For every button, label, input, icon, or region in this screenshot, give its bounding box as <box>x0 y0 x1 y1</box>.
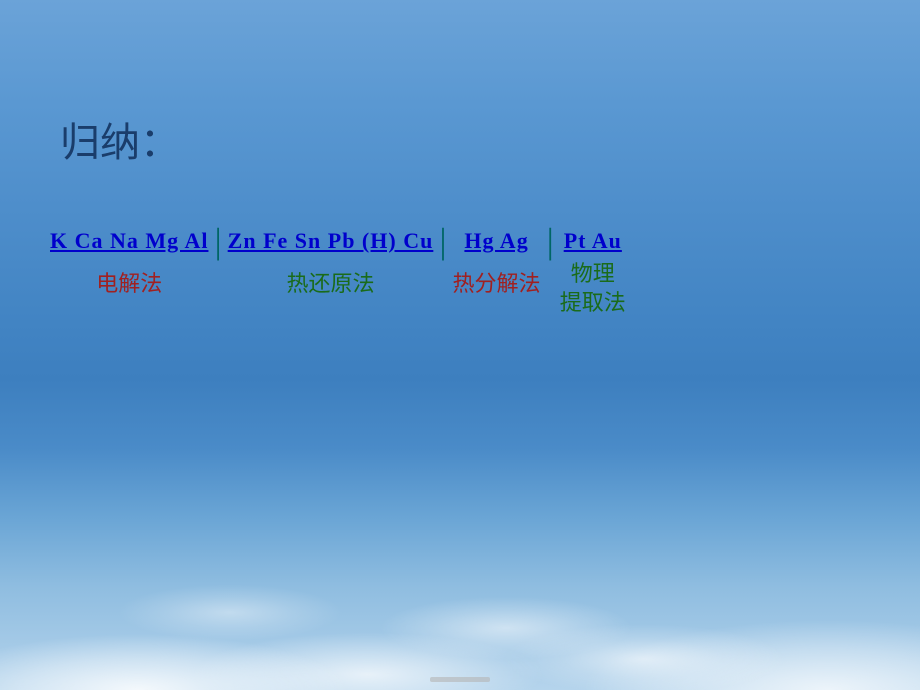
group-4: Pt Au 物理 提取法 <box>560 228 626 317</box>
divider-2: | <box>433 220 452 262</box>
divider-1: | <box>208 220 227 262</box>
group-2: Zn Fe Sn Pb (H) Cu 热还原法 <box>228 228 434 298</box>
method-line-1: 物理 <box>560 260 626 289</box>
elements-group-4: Pt Au <box>564 228 622 254</box>
method-line-2: 提取法 <box>560 289 626 318</box>
elements-group-1: K Ca Na Mg Al <box>50 228 208 254</box>
element-diagram: K Ca Na Mg Al 电解法 | Zn Fe Sn Pb (H) Cu 热… <box>50 228 870 317</box>
method-thermal-reduction: 热还原法 <box>286 266 374 298</box>
slide-content: 归纳： K Ca Na Mg Al 电解法 | Zn Fe Sn Pb (H) … <box>0 0 920 317</box>
method-physical-extraction: 物理 提取法 <box>560 260 626 317</box>
group-1: K Ca Na Mg Al 电解法 <box>50 228 208 298</box>
method-thermal-decomposition: 热分解法 <box>453 266 541 298</box>
group-3: Hg Ag 热分解法 <box>453 228 541 298</box>
divider-3: | <box>541 220 560 262</box>
clouds-decoration <box>0 380 920 690</box>
page-indicator <box>430 677 490 682</box>
slide-title: 归纳： <box>60 110 870 168</box>
elements-group-2: Zn Fe Sn Pb (H) Cu <box>228 228 434 254</box>
elements-group-3: Hg Ag <box>464 228 528 254</box>
method-electrolysis: 电解法 <box>96 266 162 298</box>
